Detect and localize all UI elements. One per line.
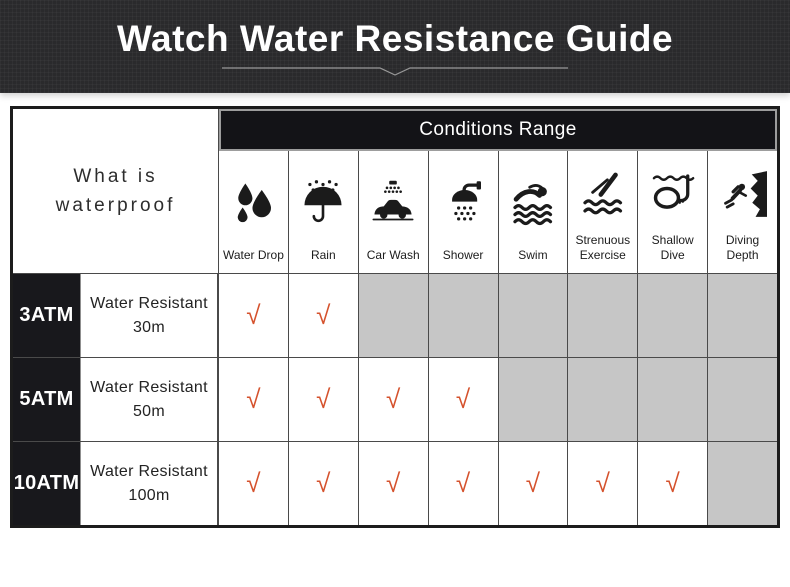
check-cell [707, 274, 777, 357]
table-row-10atm: 10ATM Water Resistant 100m √ √ √ √ √ √ √ [13, 441, 777, 525]
table-row-5atm: 5ATM Water Resistant 50m √ √ √ √ [13, 357, 777, 441]
shower-icon [439, 151, 487, 248]
rain-icon [299, 151, 347, 248]
check-cell [637, 274, 708, 357]
resistance-depth: 30m [132, 318, 166, 336]
condition-column-rain: Rain [287, 151, 358, 273]
corner-cell: What is waterproof [13, 109, 219, 273]
condition-column-shallow-dive: Shallow Dive [637, 151, 708, 273]
strenuous-exercise-icon [579, 151, 627, 233]
check-cell: √ [287, 358, 358, 441]
corner-line2: waterproof [55, 194, 176, 216]
condition-columns: Water Drop Rain [219, 151, 777, 273]
check-cell: √ [357, 442, 428, 525]
resistance-description: Water Resistant 100m [81, 442, 218, 525]
condition-label: Rain [310, 248, 336, 263]
condition-column-diving-depth: Diving Depth [707, 151, 777, 273]
condition-column-car-wash: Car Wash [357, 151, 428, 273]
check-cell [427, 274, 498, 357]
check-cell: √ [218, 358, 288, 441]
check-cell [567, 274, 638, 357]
water-drop-icon [229, 151, 277, 248]
atm-rating-label: 5ATM [13, 358, 81, 441]
condition-column-swim: Swim [497, 151, 568, 273]
condition-label: Car Wash [366, 248, 420, 263]
atm-rating-label: 10ATM [13, 442, 81, 525]
title-divider [222, 67, 568, 77]
table-header: What is waterproof Conditions Range Wate… [13, 109, 777, 274]
car-wash-icon [369, 151, 417, 248]
resistance-description: Water Resistant 50m [81, 358, 218, 441]
condition-label: Shallow Dive [651, 232, 694, 263]
shallow-dive-icon [649, 151, 697, 233]
resistance-text: Water Resistant [90, 378, 208, 396]
condition-column-strenuous-exercise: Strenuous Exercise [567, 151, 638, 273]
check-cell [357, 274, 428, 357]
water-resistance-table: What is waterproof Conditions Range Wate… [10, 106, 780, 528]
resistance-description: Water Resistant 30m [81, 274, 218, 357]
check-cell: √ [357, 358, 428, 441]
conditions-header-block: Conditions Range Water Drop [219, 109, 777, 273]
condition-label: Strenuous Exercise [575, 232, 631, 263]
check-cell: √ [427, 358, 498, 441]
check-cell [497, 358, 568, 441]
title-banner: Watch Water Resistance Guide [0, 0, 790, 93]
check-cell [497, 274, 568, 357]
check-cell: √ [218, 274, 288, 357]
check-cell [707, 442, 777, 525]
check-cell: √ [637, 442, 707, 525]
check-cell: √ [287, 442, 358, 525]
condition-label: Water Drop [222, 248, 284, 263]
check-cell: √ [287, 274, 358, 357]
table-row-3atm: 3ATM Water Resistant 30m √ √ [13, 274, 777, 357]
swim-icon [509, 151, 557, 248]
check-cell [637, 358, 708, 441]
atm-rating-label: 3ATM [13, 274, 81, 357]
condition-column-shower: Shower [427, 151, 498, 273]
condition-column-water-drop: Water Drop [219, 151, 288, 273]
diving-depth-icon [719, 151, 767, 233]
conditions-range-header: Conditions Range [219, 109, 777, 151]
resistance-text: Water Resistant [90, 294, 208, 312]
resistance-text: Water Resistant [90, 462, 208, 480]
corner-line1: What is [73, 165, 158, 187]
condition-label: Shower [442, 248, 484, 263]
check-cell: √ [497, 442, 568, 525]
check-cell: √ [427, 442, 498, 525]
page-title: Watch Water Resistance Guide [116, 17, 674, 59]
resistance-depth: 100m [128, 486, 170, 504]
condition-label: Swim [518, 248, 548, 263]
resistance-depth: 50m [132, 402, 166, 420]
check-cell: √ [218, 442, 288, 525]
check-cell: √ [567, 442, 637, 525]
check-cell [707, 358, 777, 441]
condition-label: Diving Depth [725, 232, 760, 263]
check-cell [567, 358, 638, 441]
